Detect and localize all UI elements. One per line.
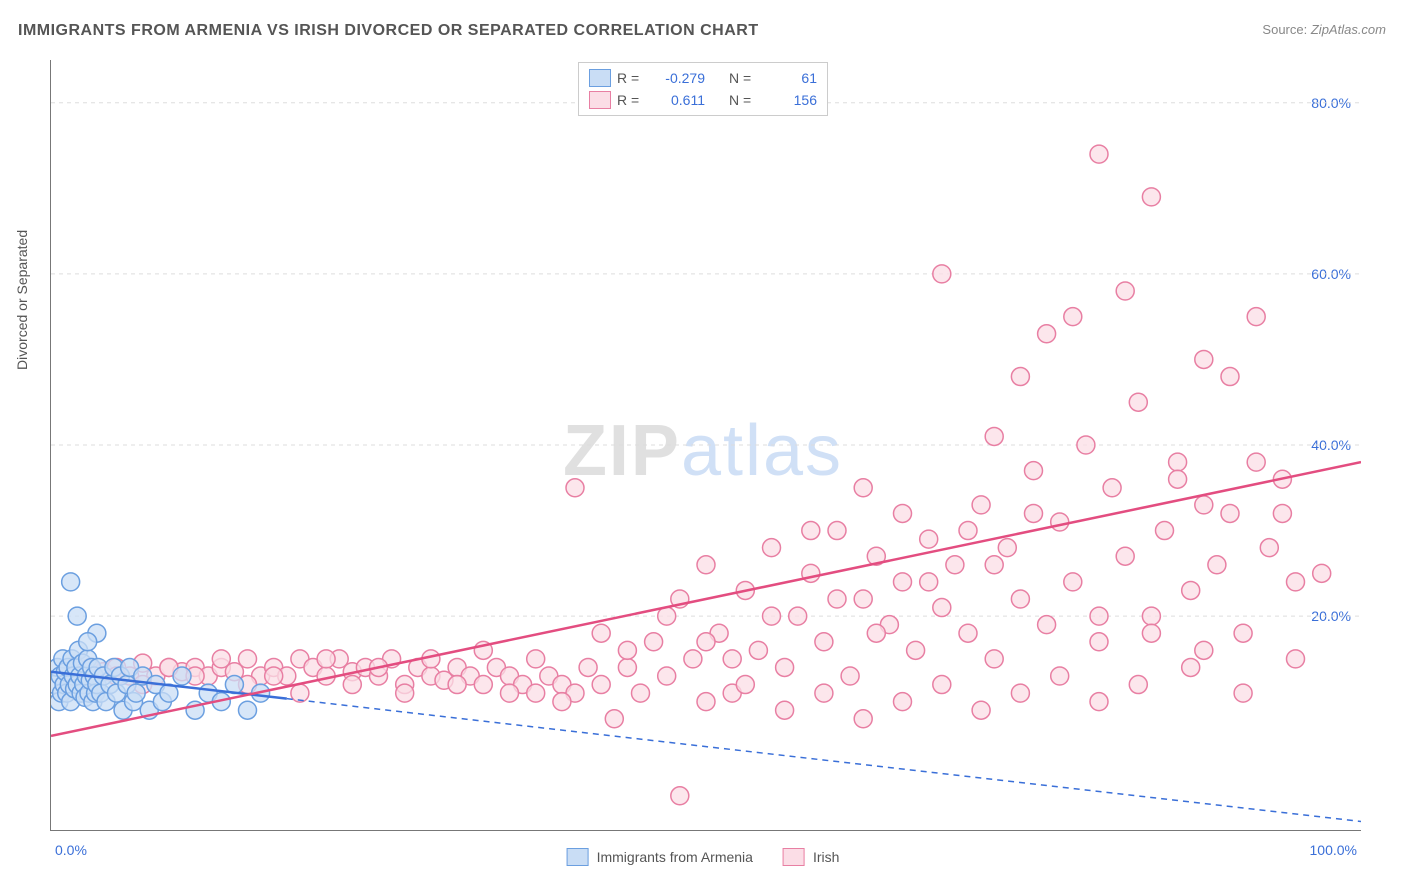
legend-row-armenia: R = -0.279 N = 61 <box>589 67 817 89</box>
r-label: R = <box>617 70 649 86</box>
r-value-armenia: -0.279 <box>655 70 705 86</box>
source-attribution: Source: ZipAtlas.com <box>1262 22 1386 37</box>
legend-row-irish: R = 0.611 N = 156 <box>589 89 817 111</box>
scatter-plot-svg <box>51 60 1361 830</box>
n-label: N = <box>729 70 761 86</box>
swatch-armenia <box>567 848 589 866</box>
legend-item-irish: Irish <box>783 848 839 866</box>
legend-item-armenia: Immigrants from Armenia <box>567 848 753 866</box>
source-label: Source: <box>1262 22 1307 37</box>
chart-title: IMMIGRANTS FROM ARMENIA VS IRISH DIVORCE… <box>18 22 759 40</box>
x-tick-max: 100.0% <box>1310 842 1357 858</box>
swatch-irish <box>589 91 611 109</box>
chart-plot-area: 20.0%40.0%60.0%80.0% 0.0% 100.0% <box>50 60 1361 831</box>
series-legend: Immigrants from Armenia Irish <box>567 848 840 866</box>
x-tick-min: 0.0% <box>55 842 87 858</box>
swatch-irish <box>783 848 805 866</box>
n-label: N = <box>729 92 761 108</box>
legend-label-armenia: Immigrants from Armenia <box>597 849 753 865</box>
swatch-armenia <box>589 69 611 87</box>
r-label: R = <box>617 92 649 108</box>
n-value-irish: 156 <box>767 92 817 108</box>
n-value-armenia: 61 <box>767 70 817 86</box>
r-value-irish: 0.611 <box>655 92 705 108</box>
source-value: ZipAtlas.com <box>1311 22 1386 37</box>
legend-label-irish: Irish <box>813 849 839 865</box>
correlation-legend: R = -0.279 N = 61 R = 0.611 N = 156 <box>578 62 828 116</box>
y-axis-label: Divorced or Separated <box>14 230 30 370</box>
